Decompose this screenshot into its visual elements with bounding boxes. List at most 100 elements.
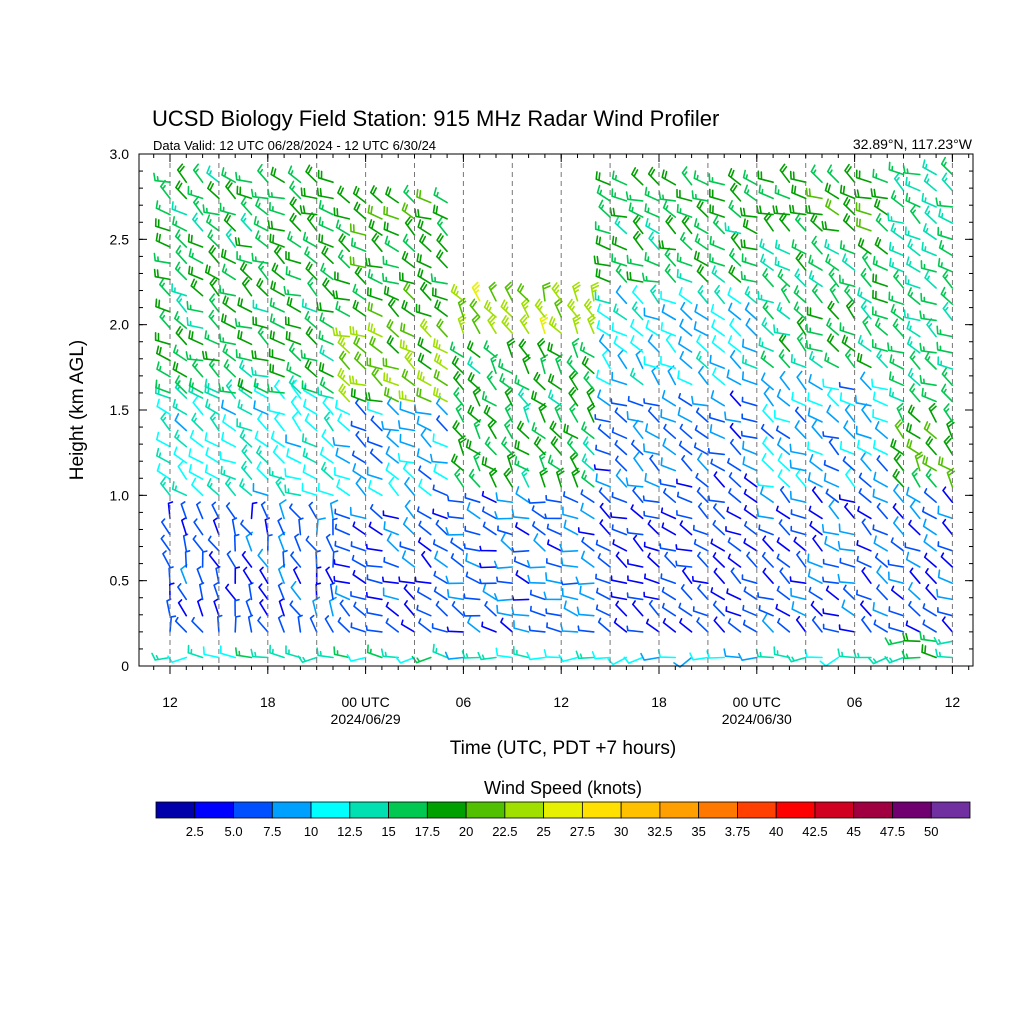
wind-barb — [368, 480, 383, 497]
wind-barb — [762, 300, 774, 320]
wind-barb — [354, 265, 367, 285]
colorbar-swatch — [892, 801, 932, 819]
wind-barb — [471, 281, 481, 302]
wind-barb — [463, 593, 481, 601]
wind-barb — [487, 419, 497, 439]
wind-barb — [226, 550, 236, 568]
wind-barb — [399, 433, 416, 448]
wind-barb — [635, 349, 644, 369]
wind-barb — [153, 268, 171, 281]
wind-barb — [563, 519, 579, 536]
wind-barb — [171, 283, 188, 297]
wind-barb — [334, 508, 351, 520]
wind-barb — [484, 436, 497, 456]
wind-barb — [472, 386, 481, 407]
wind-barb — [209, 276, 220, 297]
wind-barb — [823, 472, 840, 488]
wind-barb — [661, 304, 677, 321]
wind-barb — [401, 368, 416, 387]
wind-barb — [862, 251, 872, 271]
wind-barb — [595, 444, 611, 456]
wind-barb — [757, 170, 774, 183]
wind-barb — [355, 398, 367, 416]
wind-barb — [155, 200, 171, 216]
wind-barb — [936, 341, 954, 354]
wind-barb — [599, 519, 611, 536]
wind-barb — [479, 578, 497, 585]
wind-barb — [483, 404, 497, 423]
wind-barb — [906, 336, 921, 354]
wind-barb — [191, 412, 204, 432]
wind-barb — [613, 335, 628, 353]
wind-barb — [660, 290, 677, 305]
wind-barb — [860, 600, 872, 617]
wind-barb — [529, 589, 546, 601]
wind-barb — [486, 370, 497, 391]
wind-barb — [366, 287, 383, 301]
wind-barb — [805, 340, 823, 352]
wind-barb — [593, 255, 611, 267]
wind-barb — [417, 352, 432, 370]
wind-barb — [465, 552, 481, 568]
wind-barb — [220, 465, 236, 480]
wind-barb — [763, 387, 774, 407]
wind-barb — [201, 550, 208, 568]
wind-barb — [234, 566, 241, 584]
wind-barb — [940, 156, 954, 176]
colorbar: 2.5 5.0 7.5 10 12.5 15 17.5 20 22.5 25 27.5 30 32.5 3… — [155, 801, 971, 839]
wind-barb — [177, 583, 188, 601]
wind-barb — [697, 551, 709, 568]
wind-barb — [575, 650, 595, 660]
wind-barb — [905, 192, 921, 208]
wind-barb — [937, 541, 954, 552]
wind-barb — [662, 200, 677, 218]
x-tick-label: 12 — [553, 694, 569, 710]
wind-barb — [933, 636, 954, 645]
wind-barb — [676, 252, 693, 267]
wind-barb — [463, 543, 481, 552]
wind-barb — [306, 212, 318, 232]
wind-barb — [678, 393, 693, 407]
wind-barb — [730, 567, 742, 584]
wind-barb — [919, 310, 937, 322]
wind-barb — [385, 186, 399, 204]
wind-barb — [398, 420, 416, 432]
wind-barb — [595, 268, 611, 283]
wind-barb — [822, 576, 840, 584]
wind-barb — [942, 301, 954, 322]
wind-barb — [796, 370, 807, 391]
wind-barb — [761, 453, 774, 472]
wind-barb — [923, 173, 937, 192]
wind-barb — [647, 519, 660, 536]
wind-barb — [499, 373, 514, 391]
wind-barb — [563, 600, 579, 617]
wind-barb — [192, 358, 204, 378]
wind-barb — [188, 448, 204, 464]
wind-barb — [811, 616, 823, 633]
wind-barb — [893, 516, 905, 536]
wind-barb — [890, 222, 905, 241]
wind-barb — [678, 286, 693, 305]
wind-barb — [401, 202, 416, 220]
wind-barb — [914, 451, 924, 472]
wind-barb — [872, 168, 888, 183]
wind-barb — [350, 541, 367, 552]
wind-barb — [318, 233, 334, 248]
wind-barb — [337, 617, 351, 633]
wind-barb — [285, 250, 302, 264]
wind-barb — [796, 316, 807, 336]
wind-barb — [941, 383, 954, 403]
wind-barb — [365, 625, 383, 633]
wind-barb — [709, 424, 725, 439]
wind-barb — [714, 284, 725, 305]
wind-barb — [543, 649, 562, 659]
wind-barb — [625, 477, 644, 488]
wind-barb — [399, 271, 416, 285]
wind-barb — [496, 604, 514, 617]
wind-barb — [887, 559, 905, 568]
wind-barb — [779, 370, 791, 391]
wind-barb — [903, 309, 921, 322]
wind-barb — [727, 537, 742, 552]
wind-barb — [694, 303, 709, 321]
